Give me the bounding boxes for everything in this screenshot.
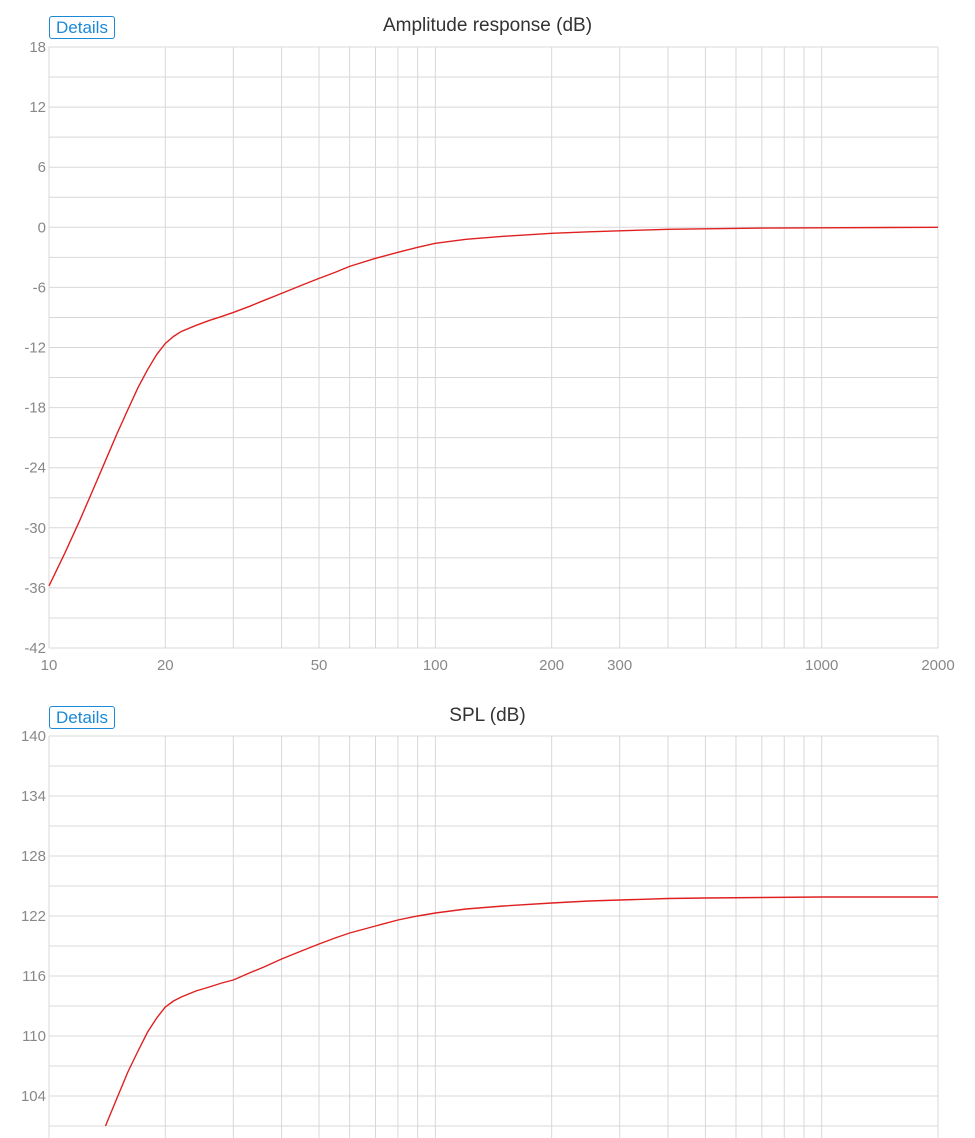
x-tick-label: 300	[607, 657, 632, 674]
details-button[interactable]: Details	[49, 706, 115, 729]
y-tick-label: 12	[29, 99, 46, 116]
y-tick-label: -18	[24, 400, 46, 417]
y-tick-label: 110	[22, 1028, 46, 1045]
y-tick-label: -36	[24, 580, 46, 597]
y-tick-label: 128	[21, 848, 46, 865]
grid	[48, 46, 939, 649]
x-tick-label: 2000	[921, 657, 954, 674]
y-tick-label: 18	[29, 39, 46, 56]
y-tick-label: 140	[21, 728, 46, 745]
series-line	[104, 896, 938, 1127]
y-tick-label: 134	[21, 788, 46, 805]
x-tick-label: 1000	[805, 657, 838, 674]
y-tick-label: 104	[21, 1088, 46, 1105]
spl-panel: Details SPL (dB) 140 134 128 122 116 110 104	[0, 690, 975, 1138]
y-tick-label: -42	[24, 640, 46, 657]
grid	[48, 735, 939, 1138]
series-line	[48, 226, 939, 587]
y-tick-label: 122	[21, 908, 46, 925]
y-tick-label: 0	[38, 219, 46, 236]
y-tick-label: -12	[24, 340, 46, 357]
chart-title: SPL (dB)	[449, 705, 526, 726]
x-tick-label: 10	[41, 657, 58, 674]
x-tick-label: 200	[539, 657, 564, 674]
y-tick-label: -6	[33, 279, 46, 296]
amplitude-response-panel: Details Amplitude response (dB) 18 12 6 0 -6…	[24, 15, 954, 674]
y-tick-label: -24	[24, 460, 46, 477]
chart-title: Amplitude response (dB)	[382, 15, 593, 36]
y-tick-label: 116	[22, 968, 46, 985]
spl-chart: 140 134 128 122 116 110 104	[21, 728, 939, 1138]
y-tick-label: -30	[24, 520, 46, 537]
x-tick-label: 50	[311, 657, 328, 674]
x-tick-label: 20	[157, 657, 174, 674]
details-button[interactable]: Details	[49, 16, 115, 39]
x-tick-label: 100	[423, 657, 448, 674]
y-tick-label: 6	[38, 159, 46, 176]
